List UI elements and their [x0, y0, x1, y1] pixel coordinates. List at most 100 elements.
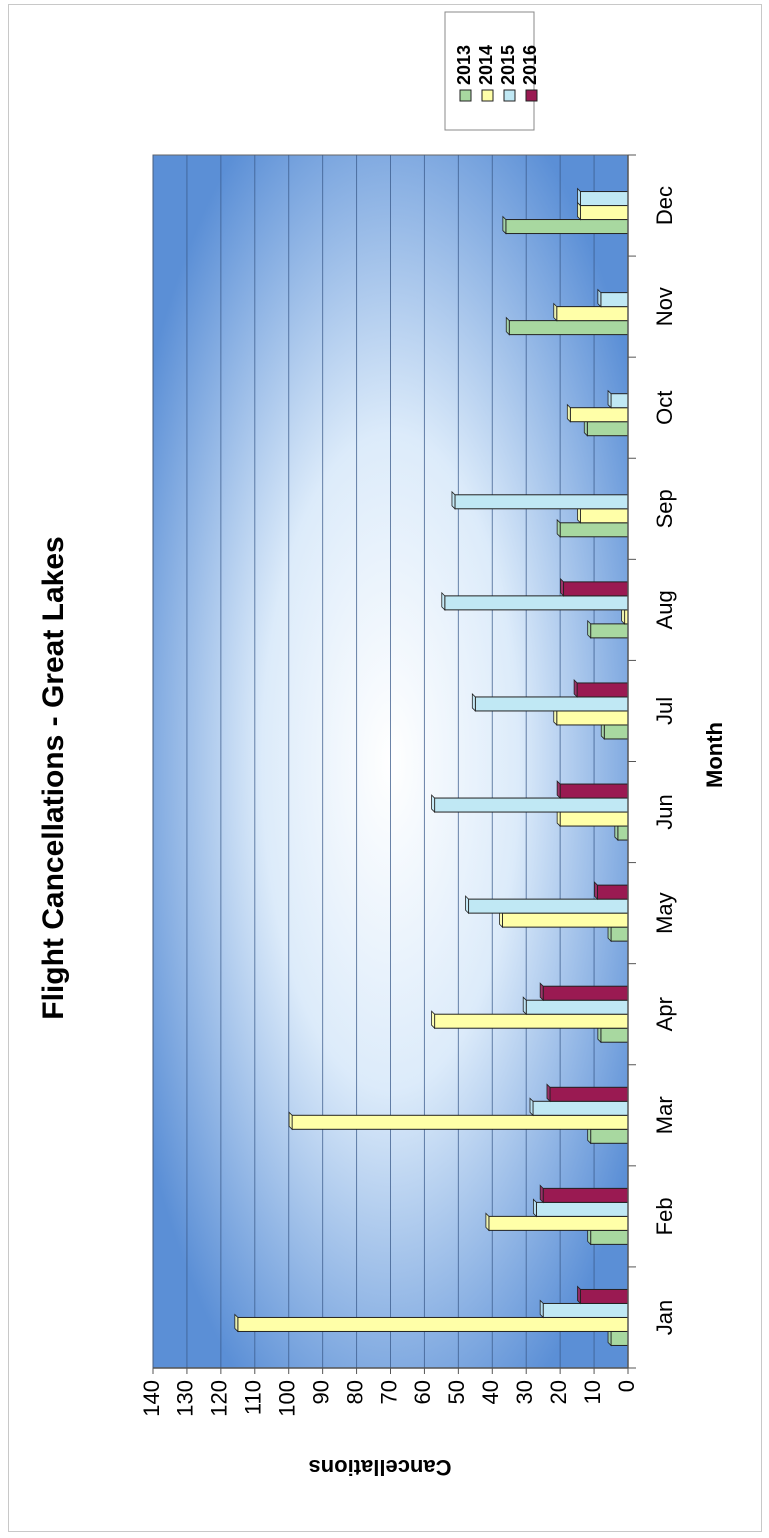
bar [549, 1086, 629, 1102]
bar-depth [288, 1111, 293, 1131]
bar [505, 219, 629, 235]
y-tick-label: 10 [580, 1380, 605, 1404]
y-tick-label: 120 [207, 1380, 232, 1417]
bar-depth [505, 316, 510, 336]
bar [590, 623, 629, 639]
x-tick-label: Mar [652, 1096, 677, 1134]
page-border [8, 4, 762, 1532]
bar-depth [522, 996, 527, 1016]
bar-depth [532, 1198, 537, 1218]
bar [580, 508, 629, 524]
y-tick-label: 70 [376, 1380, 401, 1404]
bar-depth [539, 982, 544, 1002]
bar-depth [577, 187, 581, 207]
x-tick-label: Oct [652, 391, 677, 425]
bar-depth [573, 678, 578, 698]
x-tick-label: Aug [652, 590, 677, 629]
bar [600, 1027, 629, 1043]
bar [444, 595, 629, 611]
y-tick-label: 80 [342, 1380, 367, 1404]
bar [454, 494, 629, 510]
bar [563, 581, 629, 597]
legend-label: 2016 [520, 45, 540, 85]
bar [291, 1114, 629, 1130]
legend-label: 2013 [454, 45, 474, 85]
bar-depth [556, 518, 561, 538]
x-tick-label: Sep [652, 489, 677, 528]
x-tick-label: May [652, 892, 677, 934]
bar [596, 884, 629, 900]
bar [532, 1100, 629, 1116]
bar [580, 1288, 629, 1304]
bar [600, 292, 629, 308]
bar-depth [471, 692, 476, 712]
bar [559, 783, 629, 799]
bar [468, 898, 629, 914]
x-tick-label: Jul [652, 697, 677, 725]
x-tick-label: Jan [652, 1300, 677, 1335]
bar-depth [539, 1299, 544, 1319]
legend-swatch [481, 89, 494, 102]
y-tick-label: 140 [139, 1380, 164, 1417]
bar-depth [607, 389, 612, 409]
bar [542, 985, 629, 1001]
legend-swatch [503, 89, 516, 102]
y-tick-label: 50 [444, 1380, 469, 1404]
bar-depth [597, 288, 602, 308]
y-tick-label: 130 [173, 1380, 198, 1417]
bar [610, 926, 629, 942]
bar-depth [553, 302, 558, 322]
legend-label: 2015 [498, 45, 518, 85]
bar [603, 724, 629, 740]
y-tick-label: 110 [241, 1380, 266, 1415]
bar-depth [546, 1083, 551, 1103]
legend-label: 2014 [476, 45, 496, 85]
x-tick-label: Jun [652, 794, 677, 829]
bar-depth [441, 591, 446, 611]
bar-depth [431, 794, 436, 814]
bar-depth [594, 881, 598, 901]
bar [556, 710, 629, 726]
bar-depth [485, 1212, 490, 1232]
bar [590, 1229, 629, 1245]
bar [474, 696, 629, 712]
bar-depth [431, 1010, 436, 1030]
y-tick-label: 90 [308, 1380, 333, 1404]
bar-depth [465, 895, 469, 915]
bar [542, 1187, 629, 1203]
y-tick-label: 20 [546, 1380, 571, 1404]
bar [610, 393, 629, 409]
x-tick-label: Apr [652, 997, 677, 1031]
bar-depth [451, 490, 456, 510]
y-tick-label: 0 [614, 1380, 639, 1392]
bar-depth [529, 1097, 534, 1117]
bar [434, 1013, 629, 1029]
x-axis-label: Month [702, 722, 727, 788]
bar [237, 1316, 629, 1332]
bar-depth [539, 1184, 544, 1204]
bar [580, 205, 629, 221]
y-tick-label: 100 [275, 1380, 300, 1417]
bar-depth [587, 619, 592, 639]
bar-depth [556, 780, 561, 800]
bar [535, 1201, 629, 1217]
y-tick-label: 60 [410, 1380, 435, 1404]
y-tick-label: 30 [512, 1380, 537, 1404]
bar [501, 912, 629, 928]
bar [559, 811, 629, 827]
bar-depth [234, 1313, 239, 1333]
y-tick-label: 40 [478, 1380, 503, 1404]
legend-box [444, 11, 535, 131]
bar-depth [502, 215, 507, 235]
bar [556, 306, 629, 322]
bar [576, 682, 629, 698]
bar-depth [566, 403, 571, 423]
bar [580, 191, 629, 207]
bar [559, 522, 629, 538]
bar-depth [577, 1285, 581, 1305]
chart-title: Flight Cancellations - Great Lakes [37, 536, 70, 1019]
y-axis-label: Cancellations [308, 1455, 451, 1480]
bar [617, 825, 629, 841]
